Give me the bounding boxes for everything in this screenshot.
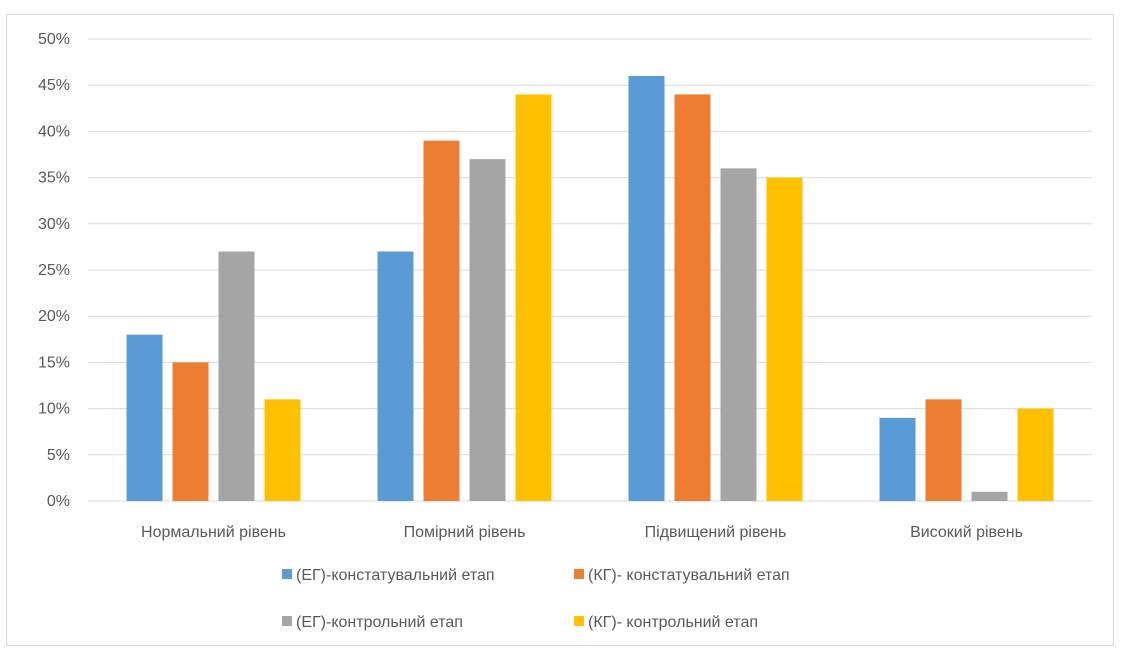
legend-label: (ЕГ)-констатувальний етап [296, 567, 495, 584]
legend-swatch [574, 569, 584, 579]
y-tick-label: 35% [38, 170, 70, 187]
chart-frame [6, 14, 1114, 646]
bar [628, 75, 665, 502]
y-tick-label: 50% [38, 31, 70, 48]
legend-swatch [574, 616, 584, 626]
bar [264, 399, 301, 501]
x-category-label: Високий рівень [910, 524, 1023, 541]
bar [126, 334, 163, 501]
bar [879, 417, 916, 501]
legend-item: (КГ)- констатувальний етап [574, 567, 790, 584]
y-tick-label: 45% [38, 77, 70, 94]
y-tick-label: 20% [38, 308, 70, 325]
x-category-label: Нормальний рівень [141, 524, 286, 541]
y-tick-label: 15% [38, 354, 70, 371]
x-axis: Нормальний рівень Помірний рівень Підвищен… [141, 524, 1023, 541]
y-axis-tick-labels: 0% 5% 10% 15% 20% 25% 30% 35% 40% 45% 50% [38, 31, 70, 510]
bars [126, 75, 1054, 502]
legend: (ЕГ)-констатувальний етап (КГ)- констатув… [282, 567, 790, 631]
bar [925, 399, 962, 501]
y-tick-label: 5% [47, 447, 70, 464]
y-tick-label: 0% [47, 493, 70, 510]
y-tick-label: 40% [38, 123, 70, 140]
legend-item: (КГ)- контрольний етап [574, 614, 758, 631]
y-tick-label: 25% [38, 262, 70, 279]
x-category-label: Підвищений рівень [645, 524, 787, 541]
x-category-label: Помірний рівень [404, 524, 526, 541]
y-tick-label: 30% [38, 216, 70, 233]
legend-item: (ЕГ)-констатувальний етап [282, 567, 495, 584]
gridlines [88, 38, 1092, 502]
legend-label: (КГ)- контрольний етап [588, 614, 758, 631]
bar [971, 491, 1008, 501]
bar [720, 168, 757, 502]
bar [377, 251, 414, 501]
legend-swatch [282, 616, 292, 626]
bar [469, 159, 506, 501]
y-tick-label: 10% [38, 401, 70, 418]
bar [172, 362, 209, 501]
bar [674, 94, 711, 501]
legend-label: (ЕГ)-контрольний етап [296, 614, 463, 631]
bar [766, 177, 803, 501]
legend-label: (КГ)- констатувальний етап [588, 567, 790, 584]
legend-swatch [282, 569, 292, 579]
bar [423, 140, 460, 501]
bar [218, 251, 255, 501]
legend-item: (ЕГ)-контрольний етап [282, 614, 463, 631]
bar [515, 94, 552, 501]
bar [1017, 408, 1054, 501]
